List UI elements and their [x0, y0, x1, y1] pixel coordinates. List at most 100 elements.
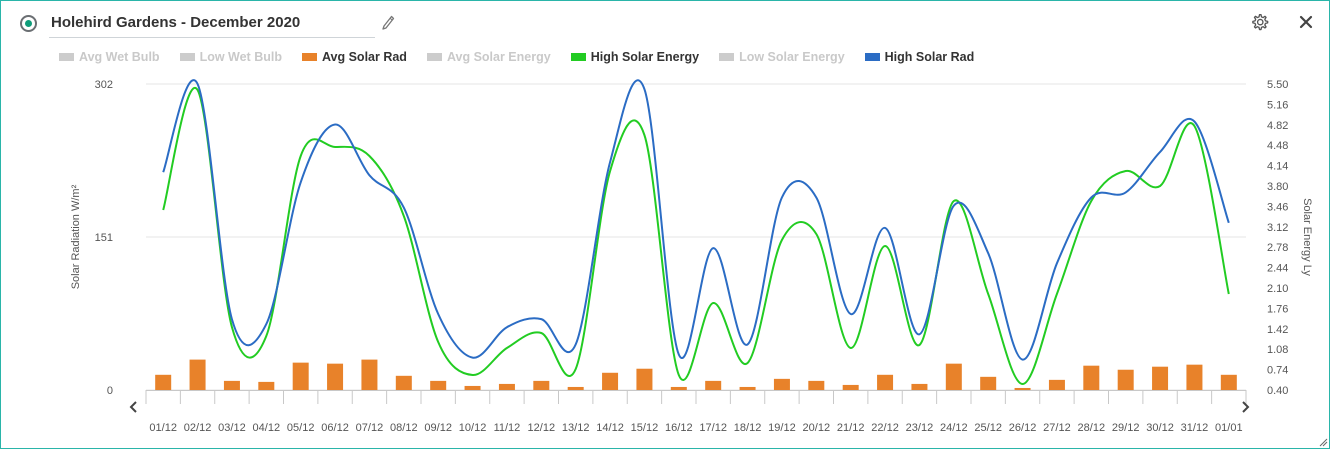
line-high-solar-rad: [162, 79, 1230, 361]
bar-avg-solar-rad: [533, 380, 550, 390]
right-tick-label: 3.12: [1267, 222, 1288, 234]
pencil-icon[interactable]: [381, 15, 395, 31]
right-tick-label: 2.44: [1267, 263, 1288, 275]
title-underline: [49, 37, 375, 38]
bar-avg-solar-rad: [808, 380, 825, 390]
legend-label: High Solar Rad: [884, 50, 975, 64]
x-tick-label: 23/12: [906, 422, 934, 434]
bar-avg-solar-rad: [155, 374, 172, 390]
x-tick-label: 21/12: [837, 422, 865, 434]
bar-avg-solar-rad: [636, 368, 653, 390]
bar-avg-solar-rad: [1186, 364, 1203, 390]
x-tick-label: 01/12: [149, 422, 177, 434]
right-tick-label: 2.78: [1267, 242, 1288, 254]
bar-avg-solar-rad: [327, 363, 344, 390]
bar-avg-solar-rad: [877, 374, 894, 390]
x-tick-label: 24/12: [940, 422, 968, 434]
chart-legend: Avg Wet Bulb Low Wet Bulb Avg Solar Rad Avg…: [59, 50, 994, 64]
bar-avg-solar-rad: [292, 362, 309, 390]
x-tick-label: 22/12: [871, 422, 899, 434]
right-tick-label: 4.82: [1267, 120, 1288, 132]
x-tick-label: 10/12: [459, 422, 487, 434]
x-tick-label: 13/12: [562, 422, 590, 434]
bar-avg-solar-rad: [395, 375, 412, 390]
legend-label: Low Solar Energy: [739, 50, 845, 64]
legend-item[interactable]: Avg Wet Bulb: [59, 50, 160, 64]
x-tick-label: 20/12: [803, 422, 831, 434]
x-tick-label: 03/12: [218, 422, 246, 434]
bar-avg-solar-rad: [1117, 369, 1134, 390]
x-tick-label: 30/12: [1146, 422, 1174, 434]
legend-swatch: [301, 53, 317, 61]
x-tick-label: 04/12: [253, 422, 281, 434]
legend-swatch: [719, 53, 735, 61]
x-tick-label: 01/01: [1215, 422, 1243, 434]
x-tick-label: 12/12: [528, 422, 556, 434]
x-tick-label: 28/12: [1078, 422, 1106, 434]
legend-item[interactable]: Avg Solar Energy: [426, 50, 551, 64]
right-tick-label: 1.08: [1267, 344, 1288, 356]
right-tick-label: 4.14: [1267, 161, 1288, 173]
x-tick-label: 02/12: [184, 422, 212, 434]
legend-swatch: [426, 53, 442, 61]
line-high-solar-energy: [162, 86, 1230, 385]
x-tick-label: 11/12: [494, 422, 521, 434]
bar-avg-solar-rad: [361, 359, 378, 390]
bar-avg-solar-rad: [1220, 374, 1237, 390]
right-tick-label: 1.42: [1267, 324, 1288, 336]
legend-swatch: [570, 53, 586, 61]
legend-label: Avg Solar Rad: [321, 50, 407, 64]
right-tick-label: 3.80: [1267, 181, 1288, 193]
bar-avg-solar-rad: [945, 363, 962, 390]
resize-handle-icon[interactable]: [1318, 437, 1328, 447]
right-tick-label: 0.40: [1267, 385, 1288, 397]
right-tick-label: 2.10: [1267, 283, 1288, 295]
bar-avg-solar-rad: [223, 380, 240, 390]
x-tick-label: 19/12: [768, 422, 796, 434]
right-tick-label: 3.46: [1267, 201, 1288, 213]
chevron-right-icon[interactable]: [1238, 399, 1252, 415]
gear-icon[interactable]: [1250, 13, 1269, 32]
legend-swatch: [179, 53, 195, 61]
bar-avg-solar-rad: [567, 386, 584, 390]
x-tick-label: 31/12: [1181, 422, 1209, 434]
right-tick-label: 4.48: [1267, 140, 1288, 152]
bar-avg-solar-rad: [1048, 379, 1065, 390]
bar-avg-solar-rad: [602, 372, 619, 390]
x-tick-label: 26/12: [1009, 422, 1037, 434]
bar-avg-solar-rad: [980, 376, 997, 390]
right-axis-title: Solar Energy Ly: [1301, 198, 1313, 276]
radio-selected-icon[interactable]: [20, 15, 37, 32]
bar-avg-solar-rad: [1083, 365, 1100, 390]
widget-title[interactable]: Holehird Gardens - December 2020: [51, 14, 301, 31]
x-tick-label: 08/12: [390, 422, 418, 434]
legend-label: Low Wet Bulb: [199, 50, 282, 64]
left-tick-label: 151: [95, 232, 113, 244]
bar-avg-solar-rad: [1014, 387, 1031, 390]
left-tick-label: 302: [95, 79, 113, 91]
legend-swatch: [864, 53, 880, 61]
legend-label: Avg Solar Energy: [446, 50, 551, 64]
x-tick-label: 16/12: [665, 422, 693, 434]
right-tick-label: 0.74: [1267, 365, 1288, 377]
x-tick-label: 09/12: [424, 422, 452, 434]
close-icon[interactable]: [1298, 14, 1314, 30]
bar-avg-solar-rad: [705, 380, 722, 390]
legend-item[interactable]: High Solar Rad: [864, 50, 975, 64]
x-tick-label: 25/12: [974, 422, 1002, 434]
bar-avg-solar-rad: [258, 381, 275, 390]
legend-item[interactable]: Avg Solar Rad: [301, 50, 407, 64]
chevron-left-icon[interactable]: [127, 399, 141, 415]
legend-swatch: [59, 53, 74, 61]
x-tick-label: 06/12: [321, 422, 349, 434]
legend-item[interactable]: Low Solar Energy: [719, 50, 845, 64]
legend-item[interactable]: Low Wet Bulb: [179, 50, 282, 64]
x-tick-label: 07/12: [356, 422, 384, 434]
bar-avg-solar-rad: [670, 386, 687, 390]
bar-avg-solar-rad: [773, 378, 790, 390]
x-tick-label: 05/12: [287, 422, 315, 434]
legend-item[interactable]: High Solar Energy: [570, 50, 699, 64]
x-tick-label: 27/12: [1043, 422, 1071, 434]
